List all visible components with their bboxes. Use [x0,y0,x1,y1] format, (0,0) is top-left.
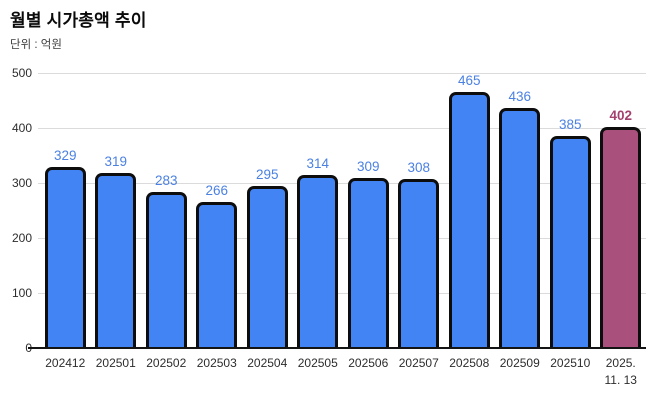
x-axis-tick-label: 202501 [95,356,136,370]
x-axis-tick-label: 202508 [449,356,490,370]
bar [246,186,288,348]
bar [145,192,187,348]
x-axis-line [28,347,646,349]
y-axis-tick-label: 500 [11,66,32,80]
bar [398,179,440,348]
value-label: 319 [104,153,128,169]
value-label: 283 [154,172,178,188]
bar [347,178,389,348]
plot-area: 0100200300400500 32931928326629531430930… [12,67,646,387]
bar-column: 309 [343,73,394,348]
x-axis-tick-label: 2025. 11. 13 [604,356,637,387]
x-axis-tick-label: 202507 [398,356,439,370]
x-axis-tick-label: 202504 [247,356,288,370]
bar-column: 329 [40,73,91,348]
bar-column: 436 [495,73,546,348]
value-label: 314 [306,155,330,171]
bar [549,136,591,348]
x-axis-tick-label: 202505 [297,356,338,370]
y-axis-tick-label: 100 [11,286,32,300]
chart-unit-label: 단위 : 억원 [10,39,62,51]
value-label: 329 [53,147,77,163]
gridline [38,293,646,294]
x-axis-tick-label: 202509 [499,356,540,370]
gridline [38,128,646,129]
chart-title: 월별 시가총액 추이 [10,11,147,30]
value-label: 266 [205,182,229,198]
bar-column: 266 [192,73,243,348]
y-axis-tick-label: 400 [11,121,32,135]
value-label: 465 [457,72,481,88]
value-label: 308 [407,159,431,175]
bar [95,173,137,348]
value-label: 295 [255,166,279,182]
value-label-highlight: 402 [609,107,633,123]
y-axis-tick-label: 200 [11,231,32,245]
gridline [38,238,646,239]
gridline [38,73,646,74]
y-axis-tick-label: 300 [11,176,32,190]
bar [448,92,490,348]
x-axis-tick-label: 202510 [550,356,591,370]
x-axis-tick-label: 202506 [348,356,389,370]
bar-column: 465 [444,73,495,348]
bar-column: 385 [545,73,596,348]
x-axis-labels: 202412 202501 202502 202503 202504 202505 2025… [40,355,646,389]
bar [196,202,238,348]
bar-column: 319 [91,73,142,348]
bars-container: 329 319 283 266 295 314 309 308 465 436 385 402 [40,73,646,348]
bar [44,167,86,348]
x-axis-tick-label: 202412 [45,356,86,370]
bar-column: 308 [394,73,445,348]
bar [499,108,541,348]
gridline [38,183,646,184]
bar-column: 283 [141,73,192,348]
bar-column: 295 [242,73,293,348]
bar-column: 314 [293,73,344,348]
value-label: 385 [558,116,582,132]
value-label: 436 [508,88,532,104]
value-label: 309 [356,158,380,174]
x-axis-tick-label: 202503 [196,356,237,370]
x-axis-tick-label: 202502 [146,356,187,370]
bar-column: 402 [596,73,647,348]
bar [297,175,339,348]
bar-highlight [600,127,642,348]
